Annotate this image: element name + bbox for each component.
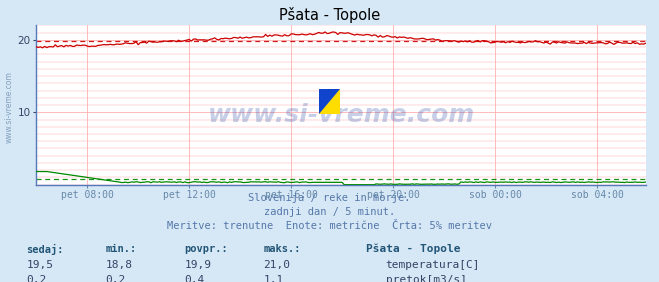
Text: min.:: min.: [105, 244, 136, 254]
Text: www.si-vreme.com: www.si-vreme.com [5, 71, 14, 143]
Polygon shape [319, 89, 340, 114]
Text: Slovenija / reke in morje.: Slovenija / reke in morje. [248, 193, 411, 203]
Text: 18,8: 18,8 [105, 260, 132, 270]
Text: pretok[m3/s]: pretok[m3/s] [386, 275, 467, 282]
Text: www.si-vreme.com: www.si-vreme.com [208, 103, 474, 127]
Text: 21,0: 21,0 [264, 260, 291, 270]
Text: Meritve: trenutne  Enote: metrične  Črta: 5% meritev: Meritve: trenutne Enote: metrične Črta: … [167, 221, 492, 231]
Text: 1,1: 1,1 [264, 275, 284, 282]
Text: 0,2: 0,2 [26, 275, 47, 282]
Text: Pšata - Topole: Pšata - Topole [279, 7, 380, 23]
Text: Pšata - Topole: Pšata - Topole [366, 244, 460, 254]
Text: sedaj:: sedaj: [26, 244, 64, 255]
Text: zadnji dan / 5 minut.: zadnji dan / 5 minut. [264, 207, 395, 217]
Text: 0,4: 0,4 [185, 275, 205, 282]
Text: 0,2: 0,2 [105, 275, 126, 282]
Polygon shape [319, 89, 340, 114]
Text: povpr.:: povpr.: [185, 244, 228, 254]
Text: temperatura[C]: temperatura[C] [386, 260, 480, 270]
Text: maks.:: maks.: [264, 244, 301, 254]
Text: 19,5: 19,5 [26, 260, 53, 270]
Text: 19,9: 19,9 [185, 260, 212, 270]
